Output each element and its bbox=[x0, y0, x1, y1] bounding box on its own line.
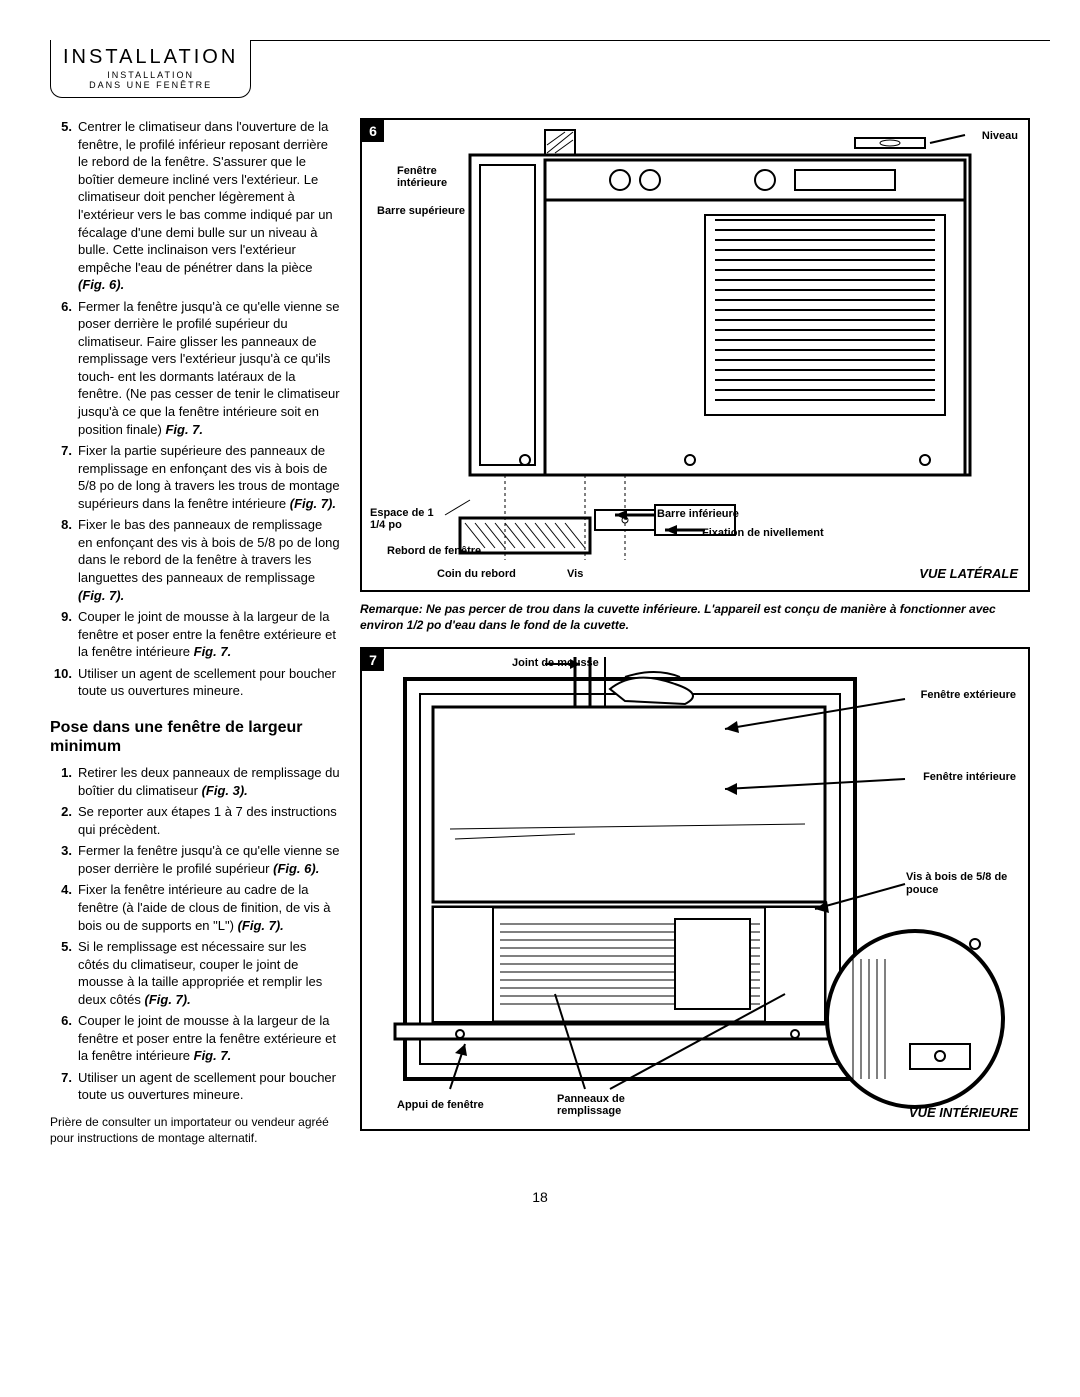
label-appui: Appui de fenêtre bbox=[397, 1099, 484, 1111]
label-fen-ext: Fenêtre extérieure bbox=[921, 689, 1016, 701]
list-item: 6.Fermer la fenêtre jusqu'à ce qu'elle v… bbox=[50, 298, 340, 438]
step-number: 7. bbox=[50, 442, 72, 512]
bottom-note: Prière de consulter un importateur ou ve… bbox=[50, 1114, 340, 1146]
list-item: 7.Fixer la partie supérieure des panneau… bbox=[50, 442, 340, 512]
section-title: Pose dans une fenêtre de largeur minimum bbox=[50, 718, 340, 756]
step-number: 2. bbox=[50, 803, 72, 838]
step-number: 3. bbox=[50, 842, 72, 877]
step-number: 4. bbox=[50, 881, 72, 934]
remark: Remarque: Ne pas percer de trou dans la … bbox=[360, 602, 1030, 633]
label-rebord: Rebord de fenêtre bbox=[387, 545, 481, 557]
list-item: 8.Fixer le bas des panneaux de remplissa… bbox=[50, 516, 340, 604]
step-number: 5. bbox=[50, 118, 72, 293]
header-sub2: DANS UNE FENÊTRE bbox=[63, 79, 238, 91]
fig-ref: Fig. 7. bbox=[194, 1048, 232, 1063]
step-text: Utiliser un agent de scellement pour bou… bbox=[78, 665, 340, 700]
label-panneaux: Panneaux de remplissage bbox=[557, 1093, 647, 1117]
header-title: INSTALLATION bbox=[63, 44, 238, 71]
step-text: Fermer la fenêtre jusqu'à ce qu'elle vie… bbox=[78, 298, 340, 438]
label-fixation: Fixation de nivellement bbox=[702, 527, 824, 539]
list-item: 9.Couper le joint de mousse à la largeur… bbox=[50, 608, 340, 661]
fig-ref: Fig. 7. bbox=[194, 644, 232, 659]
list-item: 4.Fixer la fenêtre intérieure au cadre d… bbox=[50, 881, 340, 934]
instruction-list-2: 1.Retirer les deux panneaux de remplissa… bbox=[50, 764, 340, 1104]
list-item: 1.Retirer les deux panneaux de remplissa… bbox=[50, 764, 340, 799]
label-coin: Coin du rebord bbox=[437, 568, 516, 580]
step-number: 5. bbox=[50, 938, 72, 1008]
view-label-6: VUE LATÉRALE bbox=[919, 565, 1018, 583]
left-column: 5.Centrer le climatiseur dans l'ouvertur… bbox=[50, 118, 340, 1158]
step-text: Retirer les deux panneaux de remplissage… bbox=[78, 764, 340, 799]
step-number: 10. bbox=[50, 665, 72, 700]
step-number: 7. bbox=[50, 1069, 72, 1104]
fig-ref: (Fig. 6). bbox=[273, 861, 319, 876]
step-number: 9. bbox=[50, 608, 72, 661]
step-number: 6. bbox=[50, 1012, 72, 1065]
fig-ref: Fig. 7. bbox=[165, 422, 203, 437]
label-fen-int: Fenêtre intérieure bbox=[923, 771, 1016, 783]
fig-ref: (Fig. 7). bbox=[290, 496, 336, 511]
step-text: Se reporter aux étapes 1 à 7 des instruc… bbox=[78, 803, 340, 838]
list-item: 5.Si le remplissage est nécessaire sur l… bbox=[50, 938, 340, 1008]
label-espace: Espace de 1 1/4 po bbox=[370, 507, 440, 531]
step-text: Centrer le climatiseur dans l'ouverture … bbox=[78, 118, 340, 293]
view-label-7: VUE INTÉRIEURE bbox=[909, 1104, 1018, 1122]
fig-ref: (Fig. 7). bbox=[145, 992, 191, 1007]
page-number: 18 bbox=[50, 1188, 1030, 1207]
step-text: Fixer le bas des panneaux de remplissage… bbox=[78, 516, 340, 604]
step-number: 6. bbox=[50, 298, 72, 438]
step-text: Utiliser un agent de scellement pour bou… bbox=[78, 1069, 340, 1104]
figure-7: 7 bbox=[360, 647, 1030, 1131]
fig-ref: (Fig. 3). bbox=[202, 783, 248, 798]
figure-6: 6 bbox=[360, 118, 1030, 592]
list-item: 3.Fermer la fenêtre jusqu'à ce qu'elle v… bbox=[50, 842, 340, 877]
list-item: 5.Centrer le climatiseur dans l'ouvertur… bbox=[50, 118, 340, 293]
label-joint: Joint de mousse bbox=[512, 657, 599, 669]
fig-ref: (Fig. 6). bbox=[78, 277, 124, 292]
label-niveau: Niveau bbox=[982, 130, 1018, 142]
label-vis-bois: Vis à bois de 5/8 de pouce bbox=[906, 871, 1016, 895]
list-item: 6.Couper le joint de mousse à la largeur… bbox=[50, 1012, 340, 1065]
step-text: Couper le joint de mousse à la largeur d… bbox=[78, 608, 340, 661]
label-fenetre-int: Fenêtre intérieure bbox=[397, 165, 457, 189]
step-text: Fermer la fenêtre jusqu'à ce qu'elle vie… bbox=[78, 842, 340, 877]
fig-ref: (Fig. 7). bbox=[238, 918, 284, 933]
label-vis: Vis bbox=[567, 568, 583, 580]
label-barre-sup: Barre supérieure bbox=[377, 205, 465, 217]
fig-ref: (Fig. 7). bbox=[78, 588, 124, 603]
step-number: 1. bbox=[50, 764, 72, 799]
step-text: Fixer la fenêtre intérieure au cadre de … bbox=[78, 881, 340, 934]
list-item: 7.Utiliser un agent de scellement pour b… bbox=[50, 1069, 340, 1104]
list-item: 10. Utiliser un agent de scellement pour … bbox=[50, 665, 340, 700]
instruction-list-1: 5.Centrer le climatiseur dans l'ouvertur… bbox=[50, 118, 340, 700]
step-number: 8. bbox=[50, 516, 72, 604]
step-text: Fixer la partie supérieure des panneaux … bbox=[78, 442, 340, 512]
right-column: 6 bbox=[360, 118, 1030, 1158]
list-item: 2.Se reporter aux étapes 1 à 7 des instr… bbox=[50, 803, 340, 838]
header-tab: INSTALLATION INSTALLATION DANS UNE FENÊT… bbox=[50, 40, 251, 98]
step-text: Couper le joint de mousse à la largeur d… bbox=[78, 1012, 340, 1065]
step-text: Si le remplissage est nécessaire sur les… bbox=[78, 938, 340, 1008]
label-barre-inf: Barre inférieure bbox=[657, 508, 739, 520]
